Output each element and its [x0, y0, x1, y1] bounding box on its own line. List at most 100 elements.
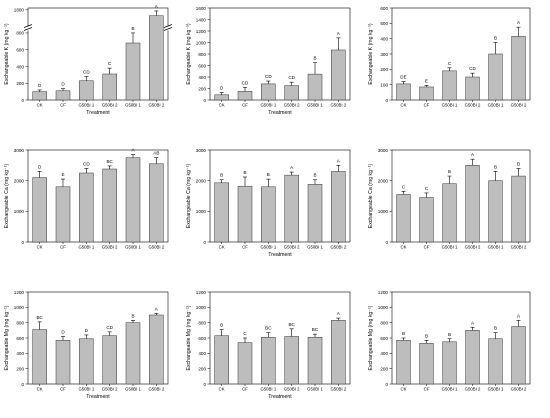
significance-letter: D [61, 82, 65, 87]
chart-panel-ca1: 0 1000 2000 3000 D CK E CF CD G50BI 1 BC G50BI 2 A G5… [4, 148, 169, 250]
y-tick-label: 200 [380, 67, 388, 72]
y-tick-label: 0 [385, 240, 388, 245]
bar [284, 85, 299, 101]
plot-frame [209, 291, 351, 385]
x-tick-label: G50BI 1 [78, 103, 94, 108]
y-tick-label: 1200 [14, 290, 25, 295]
plot-frame [209, 149, 351, 243]
significance-letter: CD [106, 325, 113, 330]
chart-panel-ca3: 0 1000 2000 3000 C CK C CF B G50BI 1 A G50BI 2 B G50B… [368, 148, 531, 250]
y-axis-label: Exchangeable Ca (mg kg⁻¹) [186, 164, 192, 229]
bar [102, 335, 117, 385]
x-tick-label: G50BI 1 [260, 245, 276, 250]
bar [488, 180, 503, 243]
x-tick-label: CK [37, 387, 43, 392]
y-tick-label: 200 [380, 366, 388, 371]
significance-letter: C [402, 184, 406, 189]
bar [442, 183, 457, 243]
significance-letter: A [131, 148, 135, 153]
y-tick-label: 2000 [378, 178, 389, 183]
significance-letter: C [243, 331, 247, 336]
y-axis-label: Exchangeable K (mg kg⁻¹) [368, 23, 374, 85]
bar [149, 314, 164, 385]
bar [511, 175, 526, 243]
bar [307, 336, 323, 385]
significance-letter: B [517, 161, 520, 166]
plot-frame [27, 7, 169, 101]
y-axis-label: Exchangeable Ca (mg kg⁻¹) [368, 164, 374, 229]
bar [32, 329, 47, 385]
bar [237, 342, 253, 385]
x-tick-label: G50BI 1 [442, 387, 458, 392]
x-axis-label: Treatment [268, 252, 292, 258]
x-tick-label: G50BI 2 [511, 245, 527, 250]
significance-letter: A [471, 152, 475, 157]
bar [331, 171, 346, 243]
significance-letter: B [494, 326, 497, 331]
y-tick-label: 1000 [196, 209, 207, 214]
bar [307, 184, 323, 243]
x-axis-label: Treatment [268, 394, 292, 400]
significance-letter: CD [288, 75, 295, 80]
bar [79, 172, 94, 243]
bar [261, 186, 276, 243]
bar [465, 165, 480, 243]
significance-letter: C [425, 186, 429, 191]
bar [32, 177, 47, 243]
y-tick-label: 1200 [196, 290, 207, 295]
significance-letter: A [290, 165, 294, 170]
y-tick-label: 1000 [196, 305, 207, 310]
significance-letter: C [448, 61, 452, 66]
x-tick-label: G50BI 1 [125, 245, 141, 250]
x-tick-label: G50BI 2 [148, 387, 164, 392]
bar [396, 83, 411, 101]
y-tick-label: 1000 [14, 305, 25, 310]
x-tick-label: G50BI 1 [260, 387, 276, 392]
bar [125, 322, 141, 385]
x-tick-label: G50BI 1 [488, 387, 504, 392]
y-axis-label: Exchangeable Mg (mg kg⁻¹) [4, 305, 10, 370]
significance-letter: B [267, 172, 270, 177]
plot-frame [27, 149, 169, 243]
significance-letter: D [38, 164, 42, 169]
y-tick-label: 500 [380, 21, 388, 26]
significance-letter: B [402, 331, 405, 336]
bar [465, 76, 480, 101]
y-tick-label: 0 [385, 382, 388, 387]
y-tick-label: 3000 [378, 148, 389, 153]
bar [261, 83, 276, 101]
significance-letter: D [38, 83, 42, 88]
significance-letter: BC [265, 326, 272, 331]
y-tick-label: 1200 [378, 290, 389, 295]
y-tick-label: 100 [380, 82, 388, 87]
significance-letter: A [155, 4, 159, 9]
y-tick-label: 2000 [196, 178, 207, 183]
significance-letter: CD [83, 161, 90, 166]
x-tick-label: G50BI 2 [465, 245, 481, 250]
x-tick-label: CF [60, 103, 66, 108]
y-tick-label: 800 [16, 31, 24, 36]
significance-letter: B [220, 173, 223, 178]
significance-letter: E [425, 78, 428, 83]
plot-frame [391, 7, 531, 101]
bar [55, 90, 71, 101]
significance-letter: AB [153, 151, 159, 156]
y-tick-label: 1800 [14, 8, 25, 13]
y-axis-label: Exchangeable Mg (mg kg⁻¹) [186, 305, 192, 370]
x-tick-label: G50BI 1 [125, 387, 141, 392]
x-tick-label: CK [219, 245, 225, 250]
x-tick-label: CF [424, 103, 430, 108]
y-tick-label: 1600 [196, 6, 207, 11]
significance-letter: D [220, 86, 224, 91]
significance-letter: A [337, 31, 341, 36]
bar [511, 326, 526, 385]
significance-letter: B [425, 333, 428, 338]
x-tick-label: G50BI 1 [78, 387, 94, 392]
bar [419, 86, 434, 101]
significance-letter: D [61, 329, 65, 334]
y-tick-label: 0 [21, 382, 24, 387]
significance-letter: B [448, 169, 451, 174]
y-tick-label: 200 [16, 81, 24, 86]
